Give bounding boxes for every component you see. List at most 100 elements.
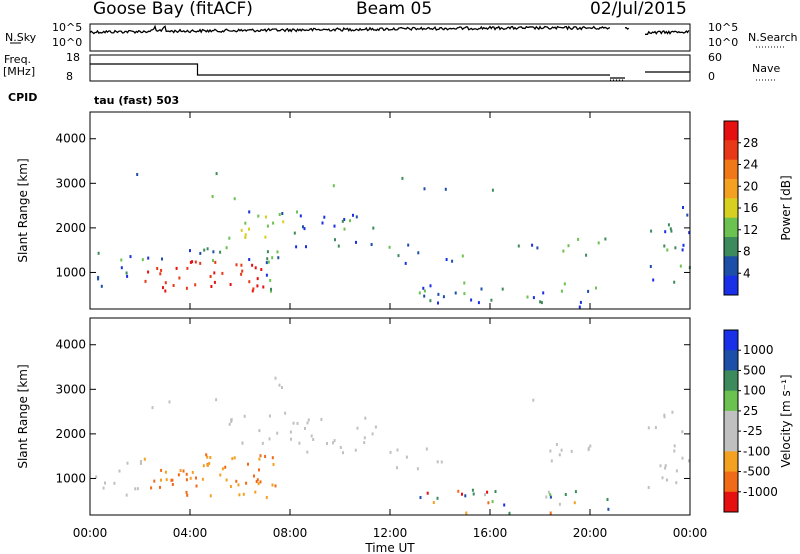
range-gate-cell xyxy=(202,464,205,468)
range-gate-cell xyxy=(244,233,247,237)
range-gate-cell xyxy=(212,250,215,254)
range-gate-cell xyxy=(549,511,552,515)
range-gate-cell xyxy=(312,438,315,441)
noise-left-tick-top: 10^5 xyxy=(52,21,83,34)
range-gate-cell xyxy=(281,212,284,215)
range-gate-cell xyxy=(182,469,185,473)
range-gate-cell xyxy=(682,243,685,247)
range-gate-cell xyxy=(241,441,244,445)
range-gate-cell xyxy=(189,260,192,264)
range-gate-cell xyxy=(292,421,295,425)
range-gate-cell xyxy=(669,227,672,231)
range-gate-cell xyxy=(536,246,539,250)
range-gate-cell xyxy=(363,436,366,440)
range-gate-cell xyxy=(189,476,192,480)
range-gate-cell xyxy=(664,466,667,470)
range-gate-cell xyxy=(547,490,550,494)
range-gate-cell xyxy=(396,466,398,470)
range-gate-cell xyxy=(213,280,216,284)
range-gate-cell xyxy=(494,490,497,493)
range-gate-cell xyxy=(550,459,553,463)
freq-left-label: Freq. xyxy=(4,53,32,66)
range-gate-cell xyxy=(681,430,684,434)
range-gate-cell xyxy=(445,258,448,261)
range-gate-cell xyxy=(542,291,545,295)
range-gate-cell xyxy=(225,478,228,482)
range-gate-cell xyxy=(539,300,542,304)
range-gate-cell xyxy=(597,241,600,245)
range-gate-cell xyxy=(160,268,163,272)
range-gate-cell xyxy=(332,441,334,445)
power-colorbar-tick-label: 24 xyxy=(743,158,758,172)
scatter-cells-0 xyxy=(97,172,691,309)
range-gate-cell xyxy=(219,250,222,254)
range-gate-cell xyxy=(306,421,309,425)
velocity-colorbar-swatch xyxy=(724,410,738,432)
range-gate-cell xyxy=(675,481,678,485)
range-gate-cell xyxy=(203,248,206,252)
velocity-y-tick-label: 1000 xyxy=(55,471,86,485)
power-colorbar-swatch xyxy=(724,140,738,161)
range-gate-cell xyxy=(191,260,194,264)
range-gate-cell xyxy=(255,480,258,483)
range-gate-cell xyxy=(95,475,98,479)
range-gate-cell xyxy=(254,490,257,494)
range-gate-cell xyxy=(352,213,354,217)
range-gate-cell xyxy=(682,206,684,209)
x-tick-label: 08:00 xyxy=(273,526,308,540)
power-colorbar-swatch xyxy=(724,275,738,296)
range-gate-cell xyxy=(160,468,163,472)
range-gate-cell xyxy=(326,442,328,445)
range-gate-cell xyxy=(363,441,366,445)
range-gate-cell xyxy=(472,492,475,496)
range-gate-cell xyxy=(208,462,211,465)
velocity-panel-frame xyxy=(89,317,691,516)
range-gate-cell xyxy=(240,263,243,267)
range-gate-cell xyxy=(164,289,167,293)
range-gate-cell xyxy=(364,416,367,420)
range-gate-cell xyxy=(185,472,188,476)
range-gate-cell xyxy=(143,457,146,461)
range-gate-cell xyxy=(243,414,246,418)
range-gate-cell xyxy=(162,286,164,290)
range-gate-cell xyxy=(564,493,567,496)
range-gate-cell xyxy=(304,427,306,430)
beam-title: Beam 05 xyxy=(356,0,433,19)
range-gate-cell xyxy=(235,263,238,267)
range-gate-cell xyxy=(139,461,142,465)
range-gate-cell xyxy=(153,479,156,483)
range-gate-cell xyxy=(490,298,493,302)
range-gate-cell xyxy=(501,287,504,291)
range-gate-cell xyxy=(666,478,668,482)
station-title: Goose Bay (fitACF) xyxy=(93,0,253,19)
range-gate-cell xyxy=(457,489,460,493)
velocity-colorbar-frame xyxy=(723,329,739,513)
range-gate-cell xyxy=(487,501,490,505)
range-gate-cell xyxy=(585,253,588,257)
range-gate-cell xyxy=(100,284,103,288)
range-gate-cell xyxy=(310,434,313,438)
range-gate-cell xyxy=(681,456,684,460)
range-gate-cell xyxy=(228,422,231,426)
velocity-y-axis-label: Slant Range [km] xyxy=(16,364,30,468)
range-gate-cell xyxy=(574,490,577,494)
range-gate-cell xyxy=(240,228,243,232)
range-gate-cell xyxy=(349,219,351,223)
range-gate-cell xyxy=(194,283,197,287)
range-gate-cell xyxy=(320,417,323,421)
range-gate-cell xyxy=(185,286,188,290)
range-gate-cell xyxy=(248,258,251,261)
range-gate-cell xyxy=(560,448,563,452)
range-gate-cell xyxy=(231,457,234,461)
range-gate-cell xyxy=(437,292,440,296)
range-gate-cell xyxy=(558,502,561,506)
range-gate-cell xyxy=(258,429,261,433)
range-gate-cell xyxy=(265,261,268,265)
range-gate-cell xyxy=(461,254,464,258)
range-gate-cell xyxy=(191,470,194,474)
range-gate-cell xyxy=(355,240,357,244)
range-gate-cell xyxy=(211,195,214,198)
range-gate-cell xyxy=(647,486,650,489)
range-gate-cell xyxy=(570,449,573,453)
